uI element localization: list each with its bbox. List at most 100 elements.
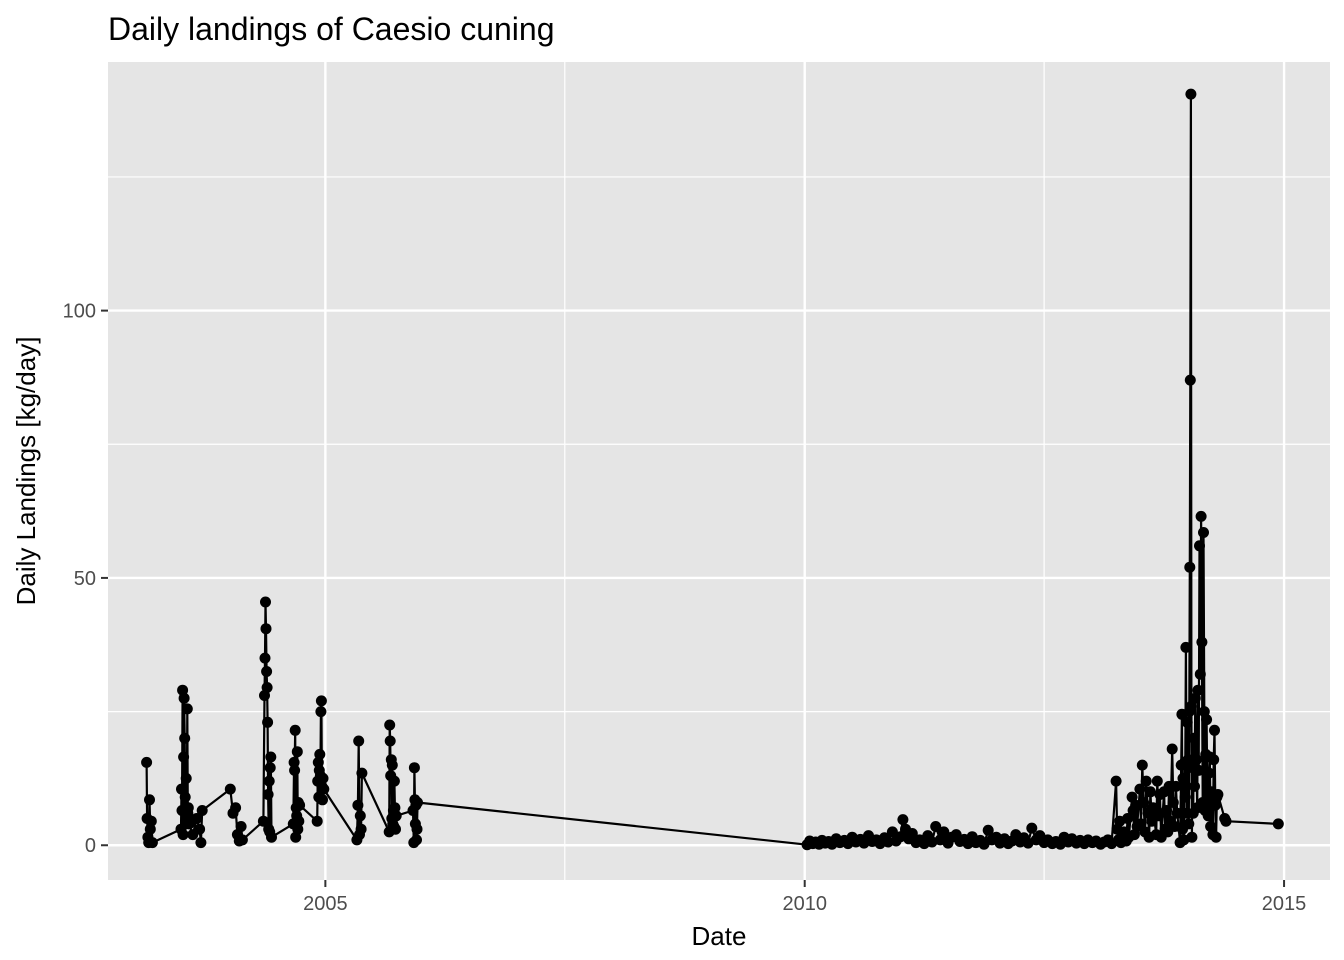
- data-point: [1201, 714, 1213, 726]
- data-point: [355, 823, 367, 835]
- data-point: [1194, 540, 1205, 552]
- data-point: [886, 826, 898, 838]
- data-point: [1161, 805, 1172, 816]
- x-axis: 2005 2010 2015: [303, 880, 1306, 915]
- data-point: [1188, 732, 1200, 744]
- data-point: [236, 834, 248, 846]
- data-point: [1185, 88, 1197, 100]
- data-point: [293, 815, 305, 827]
- data-point: [1138, 797, 1150, 808]
- data-point: [1203, 767, 1215, 779]
- data-point: [315, 695, 327, 707]
- data-point: [262, 789, 274, 800]
- data-point: [292, 823, 304, 835]
- data-point: [388, 775, 400, 787]
- data-point: [1147, 802, 1159, 814]
- data-point: [260, 596, 271, 608]
- data-point: [264, 762, 276, 774]
- data-point: [1153, 810, 1165, 822]
- y-axis-title: Daily Landings [kg/day]: [11, 337, 41, 606]
- data-point: [179, 791, 191, 803]
- data-point: [354, 810, 366, 822]
- data-point: [317, 794, 328, 806]
- data-point: [1195, 510, 1207, 522]
- data-point: [1151, 775, 1163, 787]
- data-point: [1198, 527, 1209, 538]
- data-point: [262, 716, 274, 728]
- data-point: [266, 831, 277, 843]
- y-tick-label: 0: [85, 835, 96, 857]
- data-point: [897, 814, 909, 826]
- data-point: [195, 837, 207, 849]
- data-point: [261, 666, 273, 677]
- data-point: [1208, 754, 1220, 766]
- data-point: [1194, 668, 1206, 680]
- data-point: [1220, 815, 1232, 827]
- data-point: [141, 756, 153, 768]
- data-point: [408, 762, 420, 774]
- data-point: [180, 772, 192, 784]
- data-point: [289, 764, 301, 776]
- data-point: [906, 828, 918, 839]
- data-point: [1134, 783, 1146, 795]
- data-point: [1189, 780, 1200, 792]
- data-point: [1202, 810, 1214, 822]
- data-point: [314, 748, 326, 760]
- y-tick-label: 50: [74, 568, 96, 590]
- data-point: [930, 821, 942, 832]
- data-point: [183, 818, 195, 830]
- data-point: [263, 775, 275, 787]
- data-point: [182, 802, 194, 814]
- data-point: [386, 759, 398, 771]
- x-tick-label: 2010: [782, 893, 827, 915]
- x-tick-label: 2015: [1262, 893, 1307, 915]
- data-point: [1167, 797, 1179, 808]
- data-point: [144, 823, 156, 835]
- minor-gridlines: [108, 62, 1330, 880]
- data-point: [1171, 807, 1183, 819]
- data-point: [1026, 822, 1038, 834]
- y-tick-label: 100: [63, 301, 96, 323]
- data-point: [1184, 561, 1196, 573]
- data-point: [224, 783, 236, 795]
- data-point: [356, 767, 368, 779]
- data-point: [1186, 831, 1198, 843]
- data-point: [261, 682, 273, 693]
- data-point: [315, 706, 327, 718]
- series-line: [145, 92, 1279, 846]
- data-point: [1181, 716, 1193, 728]
- data-point: [1179, 791, 1191, 803]
- chart-title: Daily landings of Caesio cuning: [108, 11, 554, 47]
- data-point: [178, 751, 190, 763]
- data-point: [194, 823, 206, 835]
- data-point: [412, 797, 423, 808]
- data-point: [1209, 724, 1220, 736]
- data-point: [179, 732, 191, 744]
- data-point: [260, 623, 272, 635]
- data-point: [145, 815, 157, 827]
- data-point: [1192, 684, 1204, 696]
- data-point: [259, 652, 271, 664]
- data-point: [196, 805, 208, 816]
- data-point: [353, 735, 365, 747]
- x-axis-title: Date: [692, 921, 747, 951]
- data-point: [311, 815, 323, 827]
- y-axis: 0 50 100: [63, 301, 108, 857]
- data-point: [1110, 775, 1122, 787]
- data-point: [317, 772, 329, 784]
- data-point: [411, 834, 422, 846]
- data-point: [1180, 641, 1192, 653]
- data-point: [1193, 764, 1205, 776]
- data-point: [257, 815, 269, 827]
- data-point: [289, 724, 301, 736]
- data-point: [178, 692, 190, 704]
- data-point: [1136, 759, 1148, 771]
- data-series: [141, 88, 1284, 851]
- data-point: [1196, 636, 1208, 648]
- data-point: [177, 829, 189, 841]
- data-point: [411, 823, 423, 835]
- data-point: [1212, 789, 1224, 800]
- data-point: [390, 810, 402, 822]
- data-point: [291, 746, 303, 758]
